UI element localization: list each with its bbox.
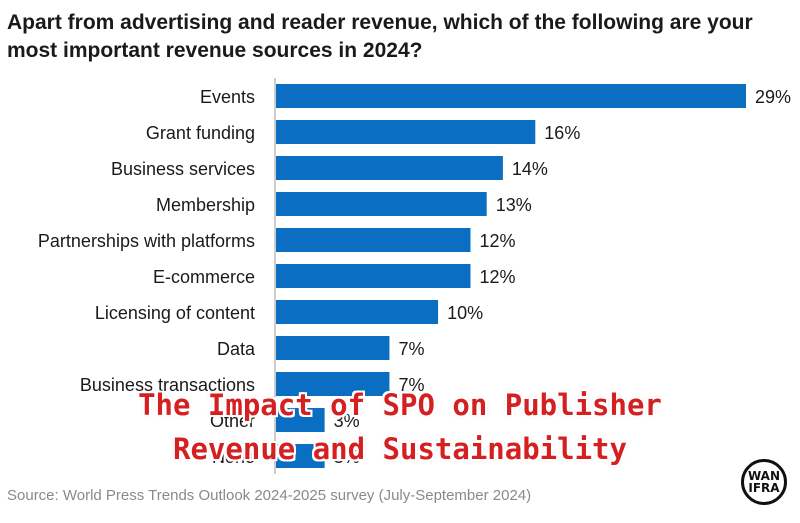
bar-value-label: 12% — [479, 267, 515, 287]
chart-title: Apart from advertising and reader revenu… — [7, 11, 753, 62]
bar-value-label: 7% — [398, 339, 424, 359]
bar-value-label: 13% — [496, 195, 532, 215]
bar — [276, 444, 325, 468]
category-label: Membership — [156, 195, 255, 215]
bar-value-label: 7% — [398, 375, 424, 395]
bar-value-label: 16% — [544, 123, 580, 143]
bar-value-label: 3% — [334, 447, 360, 467]
category-label: None — [212, 447, 255, 467]
bar — [276, 192, 487, 216]
bar — [276, 372, 390, 396]
logo-text-bottom: IFRA — [748, 481, 780, 495]
category-label: Data — [217, 339, 256, 359]
source-note: Source: World Press Trends Outlook 2024-… — [7, 487, 532, 504]
category-label: Licensing of content — [95, 303, 255, 323]
category-label: Business transactions — [80, 375, 255, 395]
bar — [276, 156, 503, 180]
bar-value-label: 14% — [512, 159, 548, 179]
bar-value-label: 3% — [334, 411, 360, 431]
category-label: Business services — [111, 159, 255, 179]
bar — [276, 84, 746, 108]
bar — [276, 336, 390, 360]
wan-ifra-logo: WAN IFRA — [741, 459, 787, 505]
category-label: Events — [200, 87, 255, 107]
bar-value-label: 29% — [755, 87, 791, 107]
category-label: Other — [210, 411, 255, 431]
bar — [276, 228, 471, 252]
bar — [276, 300, 439, 324]
logo-text-top: WAN — [747, 469, 781, 483]
bar — [276, 408, 325, 432]
category-label: Grant funding — [146, 123, 255, 143]
category-label: E-commerce — [153, 267, 255, 287]
category-label: Partnerships with platforms — [38, 231, 255, 251]
bar-value-label: 10% — [447, 303, 483, 323]
bar-value-label: 12% — [479, 231, 515, 251]
bar — [276, 264, 471, 288]
bar — [276, 120, 536, 144]
